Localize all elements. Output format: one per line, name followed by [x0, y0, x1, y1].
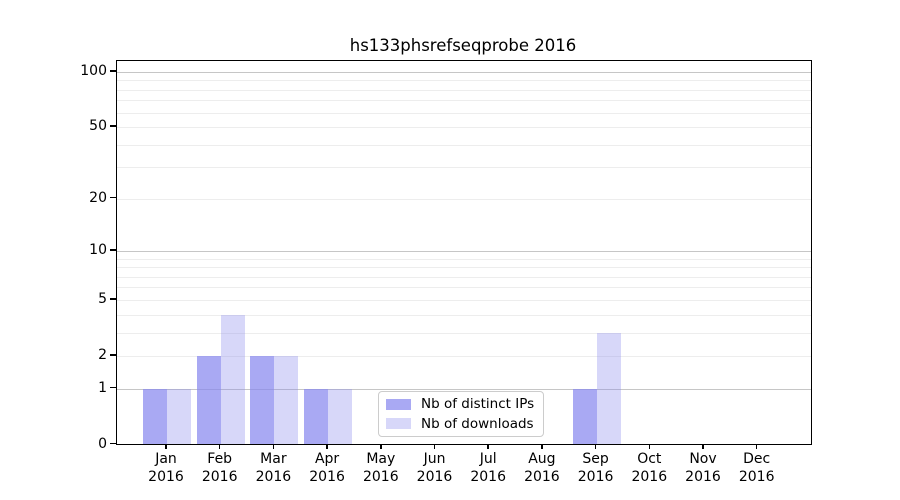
- y-tick: [110, 196, 116, 199]
- plot-area: [116, 60, 812, 445]
- x-tick: [272, 443, 275, 449]
- x-tick-label: Nov 2016: [685, 451, 721, 485]
- gridline-minor: [117, 144, 811, 146]
- x-tick-label: Apr 2016: [309, 451, 345, 485]
- bar-distinct-ips: [196, 355, 221, 445]
- bar-downloads: [167, 388, 191, 445]
- gridline-major: [117, 71, 811, 73]
- gridline-major: [117, 250, 811, 252]
- y-tick-label: 5: [98, 290, 107, 307]
- y-tick-label: 20: [89, 189, 107, 206]
- y-tick-label: 100: [80, 62, 107, 79]
- x-tick: [165, 443, 167, 449]
- legend-label-downloads: Nb of downloads: [421, 415, 534, 432]
- x-tick: [702, 443, 704, 449]
- x-tick: [755, 443, 758, 449]
- y-tick: [110, 70, 116, 72]
- gridline-minor: [117, 258, 811, 260]
- x-tick: [326, 443, 328, 449]
- y-tick: [110, 249, 116, 251]
- x-tick-label: Mar 2016: [255, 451, 292, 485]
- bar-distinct-ips: [304, 388, 329, 445]
- gridline-minor: [117, 355, 811, 357]
- x-tick: [433, 443, 436, 449]
- bar-downloads: [328, 388, 353, 445]
- x-tick-label: Oct 2016: [631, 451, 668, 485]
- gridline-minor: [117, 332, 811, 334]
- x-tick-label: Jan 2016: [148, 451, 184, 485]
- chart-title: hs133phsrefseqprobe 2016: [349, 36, 577, 55]
- x-tick-label: Jun 2016: [416, 451, 453, 485]
- legend: Nb of distinct IPs Nb of downloads: [378, 391, 544, 437]
- gridline-minor: [117, 112, 811, 114]
- gridline-minor: [117, 89, 811, 91]
- y-tick: [110, 125, 116, 127]
- gridline-minor: [117, 276, 811, 278]
- legend-swatch-distinct-ips-icon: [386, 399, 411, 410]
- y-tick-label: 10: [89, 241, 107, 258]
- gridline-minor: [117, 167, 811, 169]
- gridline-major: [117, 388, 811, 390]
- gridline-minor: [117, 127, 811, 129]
- x-tick: [218, 443, 221, 449]
- x-tick: [487, 443, 489, 449]
- y-tick-label: 50: [89, 118, 107, 135]
- y-tick-label: 0: [98, 435, 107, 452]
- gridline-minor: [117, 198, 811, 200]
- x-tick: [594, 443, 597, 449]
- bar-distinct-ips: [250, 355, 275, 445]
- x-tick: [648, 443, 651, 449]
- y-tick: [110, 442, 116, 445]
- x-tick-label: May 2016: [362, 451, 399, 485]
- y-tick-label: 2: [98, 346, 107, 363]
- x-tick: [380, 443, 382, 449]
- x-tick-label: Feb 2016: [201, 451, 238, 485]
- x-tick: [541, 443, 543, 449]
- x-tick-label: Dec 2016: [738, 451, 775, 485]
- bar-downloads: [596, 332, 621, 445]
- gridline-minor: [117, 287, 811, 289]
- gridline-minor: [117, 100, 811, 102]
- y-tick: [110, 386, 116, 389]
- gridline-minor: [117, 80, 811, 82]
- legend-swatch-downloads-icon: [386, 418, 411, 429]
- x-tick-label: Aug 2016: [524, 451, 560, 485]
- bar-distinct-ips: [572, 388, 597, 445]
- y-tick: [110, 298, 116, 300]
- legend-item-downloads: Nb of downloads: [379, 416, 543, 432]
- legend-item-distinct-ips: Nb of distinct IPs: [379, 396, 543, 412]
- bar-distinct-ips: [143, 388, 167, 445]
- gridline-minor: [117, 314, 811, 316]
- x-tick-label: Sep 2016: [577, 451, 614, 485]
- y-tick: [110, 354, 116, 356]
- gridline-minor: [117, 267, 811, 269]
- y-tick-label: 1: [98, 379, 107, 396]
- x-tick-label: Jul 2016: [470, 451, 506, 485]
- legend-label-distinct-ips: Nb of distinct IPs: [421, 396, 535, 413]
- bar-downloads: [274, 355, 299, 445]
- bar-downloads: [220, 314, 245, 445]
- gridline-minor: [117, 299, 811, 301]
